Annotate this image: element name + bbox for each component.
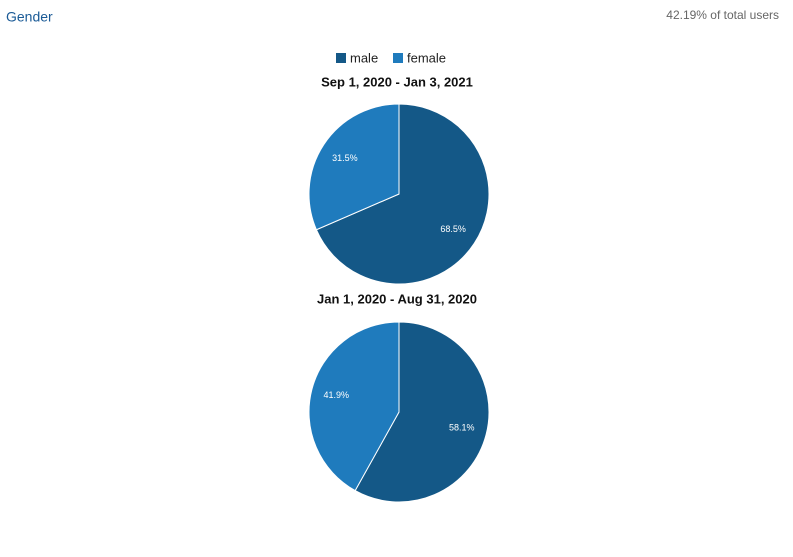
legend-label: male [350, 50, 378, 65]
legend-swatch [393, 53, 403, 63]
pie-slice [315, 103, 490, 285]
slice-label: 68.5% [440, 224, 466, 234]
pie-slice [308, 103, 400, 231]
pie-slice [354, 321, 490, 503]
legend-label: female [407, 50, 446, 65]
chart-title: Jan 1, 2020 - Aug 31, 2020 [317, 291, 477, 306]
chart-title: Sep 1, 2020 - Jan 3, 2021 [321, 74, 473, 89]
legend-swatch [336, 53, 346, 63]
widget-subtitle: 42.19% of total users [666, 8, 779, 22]
pie-slice [308, 321, 400, 492]
slice-label: 41.9% [324, 390, 350, 400]
widget-title[interactable]: Gender [6, 9, 53, 25]
slice-label: 58.1% [449, 423, 475, 433]
slice-label: 31.5% [332, 153, 358, 163]
